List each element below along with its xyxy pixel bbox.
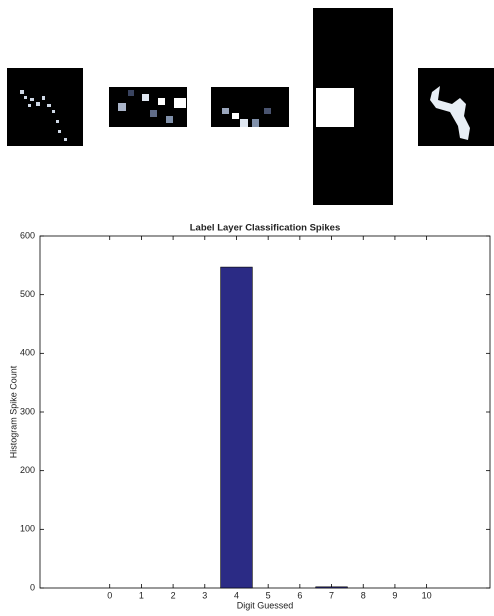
x-tick-label: 9 [392, 590, 397, 600]
y-tick-label: 300 [20, 406, 35, 416]
bar [316, 587, 348, 588]
y-tick-label: 0 [30, 582, 35, 592]
plot-area [40, 236, 490, 588]
x-axis-label: Digit Guessed [237, 600, 294, 610]
x-tick-label: 8 [361, 590, 366, 600]
x-tick-label: 10 [422, 590, 432, 600]
screen: Label Layer Classification Spikes Digit … [0, 0, 494, 616]
y-tick-label: 600 [20, 230, 35, 240]
image-pixels [316, 88, 354, 127]
image-panel [7, 68, 83, 146]
y-axis-label: Histogram Spike Count [8, 365, 18, 458]
chart-title: Label Layer Classification Spikes [190, 223, 340, 234]
x-tick-label: 5 [266, 590, 271, 600]
x-tick-label: 2 [171, 590, 176, 600]
x-tick-label: 1 [139, 590, 144, 600]
x-tick-label: 0 [107, 590, 112, 600]
image-panel [211, 87, 289, 127]
y-tick-label: 100 [20, 524, 35, 534]
x-tick-label: 3 [202, 590, 207, 600]
input-images [7, 8, 494, 205]
y-tick-label: 400 [20, 348, 35, 358]
chart: Label Layer Classification Spikes Digit … [8, 223, 490, 611]
y-tick-label: 500 [20, 289, 35, 299]
y-tick-label: 200 [20, 465, 35, 475]
x-tick-label: 4 [234, 590, 239, 600]
x-tick-label: 7 [329, 590, 334, 600]
x-tick-label: 6 [297, 590, 302, 600]
bar [221, 267, 253, 588]
